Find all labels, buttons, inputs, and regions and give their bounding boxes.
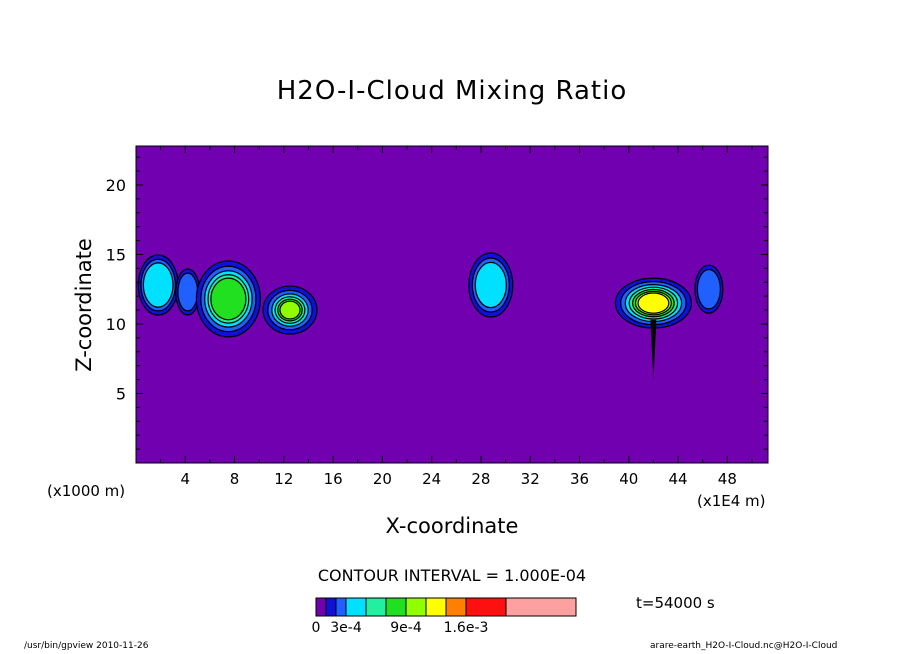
colorbar-swatch bbox=[465, 597, 507, 617]
cloud-features bbox=[137, 252, 724, 380]
contour-level bbox=[210, 277, 247, 321]
x-tick-label: 36 bbox=[570, 470, 589, 488]
y-tick-label: 20 bbox=[106, 176, 126, 195]
footer-left: /usr/bin/gpview 2010-11-26 bbox=[24, 641, 149, 651]
y-tick-label: 10 bbox=[106, 315, 126, 334]
contour-level bbox=[142, 262, 174, 308]
colorbar-swatch bbox=[505, 597, 577, 617]
time-label: t=54000 s bbox=[636, 594, 715, 612]
cloud-5 bbox=[468, 252, 514, 318]
contour-level bbox=[696, 268, 721, 310]
cloud-3 bbox=[195, 260, 261, 338]
contour-interval: CONTOUR INTERVAL = 1.000E-04 bbox=[317, 566, 587, 585]
x-tick-label: 20 bbox=[373, 470, 392, 488]
x-tick-label: 24 bbox=[422, 470, 441, 488]
x-tick-label: 4 bbox=[181, 470, 191, 488]
x-tick-label: 8 bbox=[230, 470, 240, 488]
y-axis-label: Z-coordinate bbox=[72, 238, 96, 372]
cloud-1 bbox=[137, 254, 179, 316]
x-tick-label: 44 bbox=[669, 470, 688, 488]
cloud-4 bbox=[262, 285, 318, 335]
contour-level bbox=[637, 292, 670, 314]
contour-level bbox=[279, 300, 301, 320]
x-unit-note: (x1000 m) bbox=[47, 482, 126, 500]
y-tick-label: 15 bbox=[106, 245, 126, 264]
colorbar-swatch bbox=[345, 597, 367, 617]
colorbar-swatch bbox=[425, 597, 447, 617]
x-tick-label: 28 bbox=[471, 470, 490, 488]
colorbar-swatch bbox=[325, 597, 337, 617]
x-tick-label: 48 bbox=[718, 470, 737, 488]
colorbar-label: 0 bbox=[312, 620, 321, 636]
colorbar-label: 9e-4 bbox=[390, 620, 422, 636]
colorbar-label: 3e-4 bbox=[330, 620, 362, 636]
colorbar-swatch bbox=[335, 597, 347, 617]
x-tick-label: 40 bbox=[619, 470, 638, 488]
x-unit-note-right: (x1E4 m) bbox=[697, 492, 766, 510]
colorbar-swatch bbox=[365, 597, 387, 617]
colorbar-swatch bbox=[445, 597, 467, 617]
cloud-2 bbox=[175, 268, 201, 316]
y-tick-label: 5 bbox=[116, 384, 126, 403]
x-tick-label: 32 bbox=[521, 470, 540, 488]
cloud-7 bbox=[694, 264, 724, 314]
colorbar-swatch bbox=[385, 597, 407, 617]
footer-right: arare-earth_H2O-I-Cloud.nc@H2O-I-Cloud bbox=[650, 641, 838, 651]
x-tick-label: 16 bbox=[324, 470, 343, 488]
contour-level bbox=[474, 261, 507, 309]
colorbar: 0 3e-4 9e-4 1.6e-3 bbox=[312, 597, 577, 636]
colorbar-swatch bbox=[315, 597, 327, 617]
colorbar-swatch bbox=[405, 597, 427, 617]
colorbar-label: 1.6e-3 bbox=[444, 620, 489, 636]
x-tick-label: 12 bbox=[274, 470, 293, 488]
downdraft-streak bbox=[650, 319, 657, 380]
cloud-6 bbox=[614, 277, 693, 329]
chart-title: H2O-I-Cloud Mixing Ratio bbox=[276, 76, 628, 106]
contour-level bbox=[177, 272, 199, 312]
x-axis-label: X-coordinate bbox=[385, 514, 519, 538]
